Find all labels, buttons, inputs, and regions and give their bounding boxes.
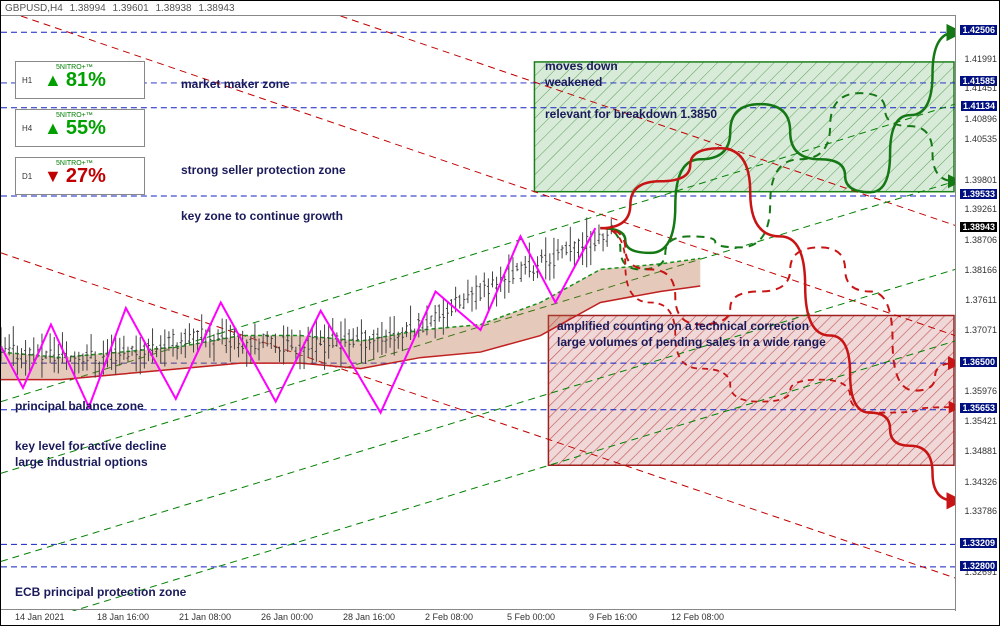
annotation-label: large industrial options: [15, 455, 148, 469]
y-tick: 1.38943: [960, 222, 997, 232]
y-tick: 1.41991: [964, 54, 997, 64]
indicator-timeframe: H4: [22, 124, 40, 133]
indicator-timeframe: H1: [22, 76, 40, 85]
arrow-up-icon: ▲: [44, 70, 62, 91]
y-tick: 1.37611: [965, 295, 997, 305]
x-tick: 21 Jan 08:00: [179, 612, 231, 622]
indicator-box-h1[interactable]: H1 5NITRO+™▲81%: [15, 61, 145, 99]
y-tick: 1.39261: [964, 204, 997, 214]
y-tick: 1.32800: [960, 561, 997, 571]
y-tick: 1.42506: [960, 25, 997, 35]
y-tick: 1.38706: [964, 235, 997, 245]
y-tick: 1.33209: [960, 538, 997, 548]
x-tick: 26 Jan 00:00: [261, 612, 313, 622]
annotation-label: moves down: [545, 59, 618, 73]
indicator-timeframe: D1: [22, 172, 40, 181]
chart-svg-front: [1, 16, 955, 611]
indicator-percent: 27%: [66, 165, 106, 188]
ohlc-o: 1.38994: [70, 3, 106, 14]
y-tick: 1.33786: [964, 506, 997, 516]
x-tick: 2 Feb 08:00: [425, 612, 473, 622]
annotation-label: ECB principal protection zone: [15, 585, 186, 599]
y-tick: 1.34326: [964, 477, 997, 487]
y-tick: 1.40535: [964, 134, 997, 144]
arrow-down-icon: ▼: [44, 166, 62, 187]
ohlc-l: 1.38938: [155, 3, 191, 14]
indicator-label: 5NITRO+™: [56, 160, 93, 167]
symbol-name: GBPUSD,H4: [5, 3, 63, 14]
annotation-label: weakened: [545, 75, 602, 89]
y-tick: 1.37071: [964, 325, 997, 335]
ohlc-c: 1.38943: [198, 3, 234, 14]
annotation-label: key zone to continue growth: [181, 209, 343, 223]
plot-area[interactable]: [1, 15, 956, 611]
chart-container: GBPUSD,H4 1.38994 1.39601 1.38938 1.3894…: [0, 0, 1000, 626]
indicator-percent: 55%: [66, 117, 106, 140]
arrow-up-icon: ▲: [44, 118, 62, 139]
y-tick: 1.41451: [964, 83, 997, 93]
price-axis: 1.425061.419911.415851.414511.411341.408…: [954, 15, 999, 611]
x-tick: 14 Jan 2021: [15, 612, 65, 622]
ohlc-h: 1.39601: [113, 3, 149, 14]
y-tick: 1.34881: [964, 446, 997, 456]
annotation-label: amplified counting on a technical correc…: [557, 319, 809, 333]
indicator-label: 5NITRO+™: [56, 64, 93, 71]
indicator-label: 5NITRO+™: [56, 112, 93, 119]
time-axis: 14 Jan 2021 18 Jan 16:00 21 Jan 08:00 26 Ja…: [1, 609, 956, 625]
x-tick: 18 Jan 16:00: [97, 612, 149, 622]
indicator-box-d1[interactable]: D1 5NITRO+™▼27%: [15, 157, 145, 195]
y-tick: 1.35653: [960, 403, 997, 413]
annotation-label: market maker zone: [181, 77, 290, 91]
annotation-label: strong seller protection zone: [181, 163, 346, 177]
annotation-label: key level for active decline: [15, 439, 166, 453]
y-tick: 1.35421: [964, 416, 997, 426]
indicator-percent: 81%: [66, 69, 106, 92]
y-tick: 1.39801: [964, 175, 997, 185]
annotation-label: large volumes of pending sales in a wide…: [557, 335, 826, 349]
chart-svg-back: [1, 16, 955, 611]
symbol-title-bar: GBPUSD,H4 1.38994 1.39601 1.38938 1.3894…: [5, 3, 239, 14]
indicator-box-h4[interactable]: H4 5NITRO+™▲55%: [15, 109, 145, 147]
y-tick: 1.35976: [964, 386, 997, 396]
y-tick: 1.41134: [961, 101, 997, 111]
x-tick: 28 Jan 16:00: [343, 612, 395, 622]
annotation-label: principal balance zone: [15, 399, 144, 413]
annotation-label: relevant for breakdown 1.3850: [545, 107, 717, 121]
x-tick: 12 Feb 08:00: [671, 612, 724, 622]
x-tick: 9 Feb 16:00: [589, 612, 637, 622]
y-tick: 1.40896: [964, 114, 997, 124]
y-tick: 1.36500: [960, 357, 997, 367]
y-tick: 1.39533: [960, 189, 997, 199]
x-tick: 5 Feb 00:00: [507, 612, 555, 622]
y-tick: 1.38166: [964, 265, 997, 275]
